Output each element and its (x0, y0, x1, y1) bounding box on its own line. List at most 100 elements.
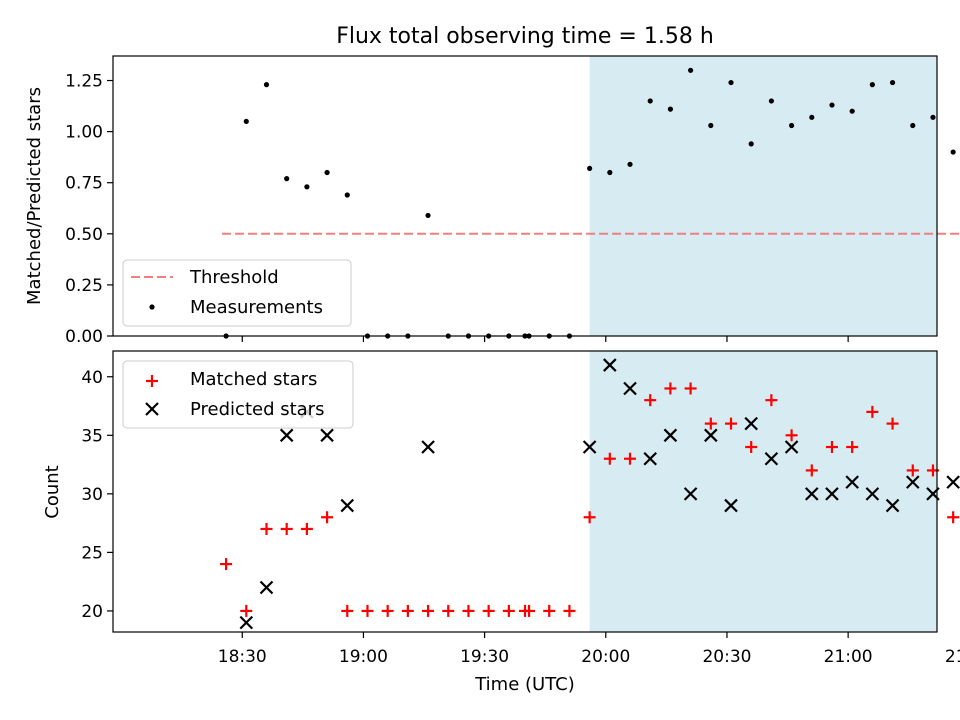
top-legend-box (122, 259, 352, 327)
predicted-star-point (663, 428, 678, 443)
matched-star-point (765, 394, 778, 407)
matched-star-point (906, 464, 919, 477)
x-tick-label: 20:00 (581, 647, 630, 667)
matched-star-point (684, 382, 697, 395)
matched-star-point (785, 429, 798, 442)
legend-threshold-label: Threshold (189, 267, 279, 288)
top-shaded-region (589, 56, 937, 336)
predicted-star-point (845, 475, 859, 489)
x-tick-label: 19:00 (339, 647, 388, 667)
measurement-point (809, 114, 815, 120)
bottom-y-tick-label: 35 (81, 426, 103, 446)
legend-matched-swatch (146, 375, 158, 387)
measurement-point (243, 118, 249, 125)
x-tick-label: 18:30 (218, 647, 267, 667)
bottom-shaded-region (589, 351, 937, 632)
bottom-y-axis-label: Count (42, 465, 63, 518)
legend-predicted-label: Predicted stars (190, 399, 324, 420)
matched-star-point (704, 417, 717, 430)
predicted-star-point (784, 440, 799, 454)
x-tick-label: 20:30 (702, 647, 751, 667)
measurement-point (344, 192, 350, 198)
predicted-star-point (683, 487, 698, 501)
predicted-star-point (582, 440, 597, 454)
measurement-point (263, 82, 270, 88)
matched-star-point (846, 441, 859, 454)
top-y-tick-label: 1.25 (65, 72, 103, 92)
measurement-point (950, 149, 956, 155)
matched-star-point (866, 405, 879, 418)
matched-star-point (502, 604, 515, 617)
matched-star-point (240, 604, 253, 617)
measurement-point (748, 141, 754, 147)
predicted-star-point (259, 580, 274, 595)
predicted-star-point (340, 498, 355, 513)
chart-title: Flux total observing time = 1.58 h (336, 24, 714, 49)
matched-star-point (745, 441, 758, 454)
measurement-point (849, 108, 855, 114)
measurement-point (829, 102, 835, 108)
measurement-point (930, 114, 936, 120)
matched-star-point (401, 604, 414, 617)
x-axis-label: Time (UTC) (474, 674, 575, 695)
legend-matched-label: Matched stars (190, 369, 317, 390)
matched-star-point (563, 604, 576, 617)
matched-star-point (321, 511, 334, 524)
matched-star-point (825, 441, 838, 454)
matched-star-point (260, 522, 273, 535)
top-y-axis-label: Matched/Predicted stars (24, 87, 45, 305)
bottom-panel: 20 25 30 35 40 18:30 19:00 19:30 20:00 20:30 21:0… (42, 350, 960, 695)
top-y-tick-label: 1.00 (65, 123, 103, 143)
matched-star-point (886, 417, 899, 430)
matched-star-point (644, 394, 657, 407)
matched-star-point (523, 604, 536, 617)
matched-star-point (482, 604, 495, 617)
top-axes-frame (112, 55, 938, 337)
predicted-star-point (885, 498, 900, 513)
measurement-point (284, 176, 290, 182)
top-panel: 0.00 0.25 0.50 0.75 1.00 1.25 Matched/Predict… (24, 55, 960, 347)
matched-star-point (805, 464, 818, 477)
predicted-star-point (279, 428, 294, 443)
x-tick-label: 21:30 (945, 647, 960, 667)
predicted-star-point (744, 416, 758, 431)
bottom-y-tick-label: 40 (81, 368, 103, 388)
matched-star-point (947, 511, 960, 524)
matched-star-point (280, 522, 293, 535)
measurement-point (587, 165, 593, 172)
predicted-star-point (825, 487, 839, 501)
measurement-point (627, 161, 633, 167)
matched-star-point (583, 511, 596, 524)
legend-predicted-swatch (145, 402, 159, 416)
measurement-point (647, 98, 653, 104)
matched-star-point (220, 558, 233, 571)
measurement-point (869, 82, 875, 88)
measurement-point (708, 122, 714, 129)
bottom-legend: Matched stars Predicted stars (122, 360, 354, 429)
matched-star-point (462, 604, 475, 617)
matched-star-point (361, 604, 374, 617)
predicted-star-point (865, 487, 880, 501)
predicted-star-point (764, 451, 779, 466)
measurement-point (324, 169, 330, 176)
predicted-star-point (805, 487, 819, 501)
predicted-star-point (603, 358, 617, 372)
measurement-point (768, 98, 774, 104)
predicted-star-point (320, 428, 334, 443)
x-tick-label: 19:30 (460, 647, 509, 667)
measurement-point (788, 122, 795, 129)
measurement-point (728, 79, 734, 86)
measurement-point (910, 122, 916, 129)
predicted-star-point (239, 615, 254, 630)
matched-star-point (664, 382, 677, 395)
measurement-point (688, 67, 694, 73)
bottom-y-tick-label: 30 (81, 485, 103, 505)
x-tick-label: 21:00 (824, 647, 873, 667)
top-y-tick-label: 0.75 (65, 174, 103, 194)
top-y-tick-label: 0.00 (65, 327, 103, 347)
measurement-point (304, 184, 310, 190)
bottom-axes-frame (112, 350, 938, 633)
matched-star-point (624, 452, 637, 465)
legend-measurements-swatch (149, 304, 155, 310)
